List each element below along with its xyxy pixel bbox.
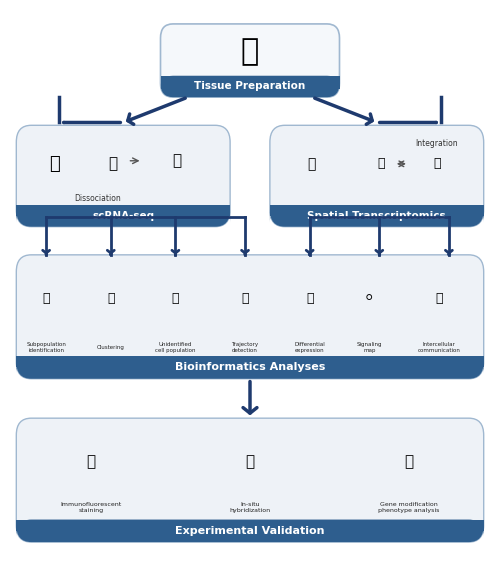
Text: Subpopulation
identification: Subpopulation identification [26,342,66,353]
Text: 🔵: 🔵 [433,157,440,170]
Text: Immunofluorescent
staining: Immunofluorescent staining [60,502,122,513]
Text: Experimental Validation: Experimental Validation [176,526,325,536]
Text: 🌿: 🌿 [242,291,249,305]
Bar [16,356,483,367]
Text: scRNA-seq: scRNA-seq [92,211,154,221]
FancyBboxPatch shape [16,418,483,542]
Text: 💜: 💜 [435,291,442,305]
Text: Signaling
map: Signaling map [356,342,382,353]
Text: In-situ
hybridization: In-situ hybridization [230,502,270,513]
Bar [160,76,340,88]
Bar [16,520,483,531]
Text: 🟥: 🟥 [378,157,385,170]
Text: Differential
expression: Differential expression [294,342,325,353]
FancyBboxPatch shape [160,24,340,97]
Text: Intercellular
communication: Intercellular communication [418,342,461,353]
Text: 🫀: 🫀 [241,37,259,66]
Text: Bioinformatics Analyses: Bioinformatics Analyses [175,362,325,372]
Text: 🌊: 🌊 [246,454,254,469]
Text: 🚦: 🚦 [172,153,181,168]
Text: Clustering: Clustering [97,345,124,350]
Text: Integration: Integration [416,139,458,148]
FancyBboxPatch shape [160,76,340,97]
FancyBboxPatch shape [16,205,230,226]
FancyBboxPatch shape [270,205,484,226]
Text: 🔬: 🔬 [108,156,117,171]
Bar [16,205,230,216]
FancyBboxPatch shape [16,356,483,379]
Text: 🔬: 🔬 [86,454,96,469]
FancyBboxPatch shape [16,255,483,379]
Bar [270,205,484,216]
Text: Dissociation: Dissociation [74,194,121,203]
Text: 🔍: 🔍 [172,291,179,305]
Text: Tissue Preparation: Tissue Preparation [194,82,306,92]
Text: Unidentified
cell population: Unidentified cell population [155,342,196,353]
Text: 🗺️: 🗺️ [308,157,317,171]
Text: 🟥: 🟥 [306,291,314,305]
Text: ⚪: ⚪ [364,291,374,305]
FancyBboxPatch shape [16,125,230,226]
FancyBboxPatch shape [270,125,484,226]
Text: 🫀: 🫀 [50,155,60,173]
Text: 🌈: 🌈 [107,291,114,305]
Text: Trajectory
detection: Trajectory detection [232,342,258,353]
Text: 📦: 📦 [42,291,50,305]
Text: 🧬: 🧬 [404,454,413,469]
Text: Spatial Transcriptomics: Spatial Transcriptomics [308,211,446,221]
Text: Gene modification
phenotype analysis: Gene modification phenotype analysis [378,502,440,513]
FancyBboxPatch shape [16,520,483,542]
